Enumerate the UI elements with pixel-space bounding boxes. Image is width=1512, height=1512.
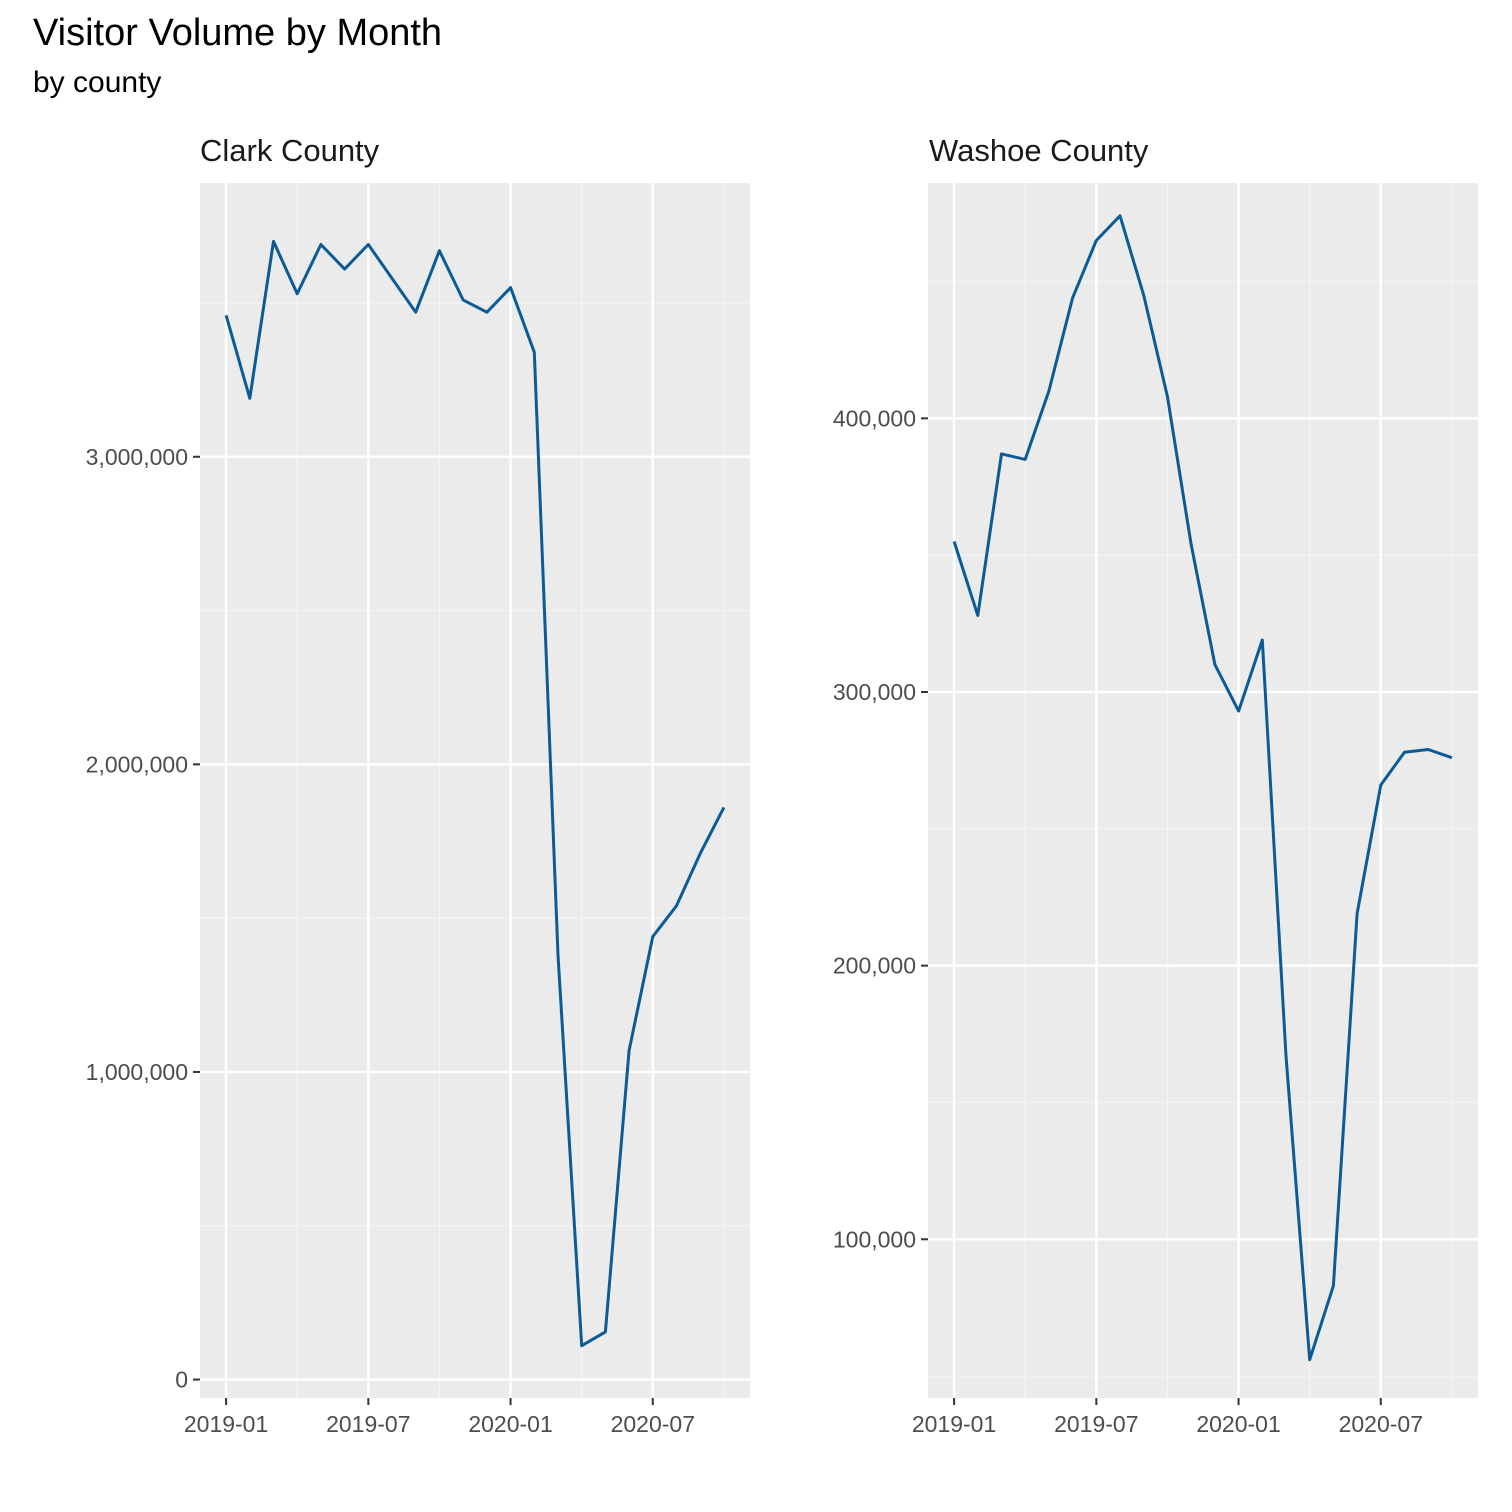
- data-point: [1071, 296, 1075, 300]
- y-tick-label: 300,000: [833, 679, 916, 705]
- data-point: [722, 805, 726, 809]
- data-point: [414, 310, 418, 314]
- y-tick-label: 400,000: [833, 405, 916, 431]
- chart-title: Visitor Volume by Month: [33, 12, 443, 54]
- data-point: [509, 286, 513, 290]
- data-point: [976, 613, 980, 617]
- data-point: [580, 1344, 584, 1348]
- x-tick-label: 2020-01: [468, 1411, 552, 1437]
- data-point: [651, 935, 655, 939]
- data-point: [627, 1048, 631, 1052]
- data-point: [1142, 293, 1146, 297]
- facet-label: Washoe County: [929, 133, 1149, 168]
- data-point: [1094, 238, 1098, 242]
- data-point: [603, 1330, 607, 1334]
- data-point: [675, 904, 679, 908]
- data-point: [461, 298, 465, 302]
- x-tick-label: 2019-01: [184, 1411, 268, 1437]
- data-point: [1237, 709, 1241, 713]
- data-point: [999, 452, 1003, 456]
- data-point: [485, 310, 489, 314]
- chart-subtitle: by county: [33, 66, 162, 99]
- data-point: [1284, 1054, 1288, 1058]
- data-point: [1213, 663, 1217, 667]
- data-point: [1308, 1358, 1312, 1362]
- data-point: [952, 539, 956, 543]
- data-point: [1165, 394, 1169, 398]
- data-point: [224, 313, 228, 317]
- data-point: [1450, 756, 1454, 760]
- data-point: [1331, 1284, 1335, 1288]
- series-line: [952, 214, 1453, 1362]
- data-point: [1426, 747, 1430, 751]
- x-tick-label: 2020-07: [611, 1411, 695, 1437]
- y-tick-label: 100,000: [833, 1226, 916, 1252]
- panel-washoe-county: Washoe County 100,000 200,000 300,000 400,00…: [833, 133, 1478, 1437]
- data-point: [532, 350, 536, 354]
- data-point: [1355, 912, 1359, 916]
- data-point: [1118, 214, 1122, 218]
- data-point: [343, 267, 347, 271]
- x-tick-label: 2020-01: [1196, 1411, 1280, 1437]
- x-tick-label: 2019-07: [326, 1411, 410, 1437]
- data-point: [271, 239, 275, 243]
- data-point: [1047, 389, 1051, 393]
- x-tick-label: 2019-01: [912, 1411, 996, 1437]
- panel-background: [928, 183, 1478, 1398]
- y-tick-label: 0: [175, 1367, 188, 1393]
- data-point: [556, 953, 560, 957]
- data-point: [295, 292, 299, 296]
- y-tick-label: 1,000,000: [86, 1059, 188, 1085]
- y-tick-label: 3,000,000: [86, 444, 188, 470]
- panel-clark-county: Clark County 0 1,000,000 2,000,000 3,000,000…: [86, 133, 750, 1437]
- x-tick-label: 2020-07: [1339, 1411, 1423, 1437]
- y-tick-label: 200,000: [833, 953, 916, 979]
- facet-label: Clark County: [200, 133, 380, 168]
- data-point: [698, 852, 702, 856]
- series-line: [224, 239, 726, 1348]
- x-tick-label: 2019-07: [1054, 1411, 1138, 1437]
- y-tick-label: 2,000,000: [86, 751, 188, 777]
- data-point: [1403, 750, 1407, 754]
- data-point: [366, 243, 370, 247]
- data-point: [1260, 638, 1264, 642]
- data-point: [1023, 457, 1027, 461]
- panel-background: [200, 183, 750, 1398]
- data-point: [390, 276, 394, 280]
- data-point: [437, 249, 441, 253]
- data-point: [319, 243, 323, 247]
- data-point: [1379, 783, 1383, 787]
- data-point: [248, 396, 252, 400]
- data-point: [1189, 542, 1193, 546]
